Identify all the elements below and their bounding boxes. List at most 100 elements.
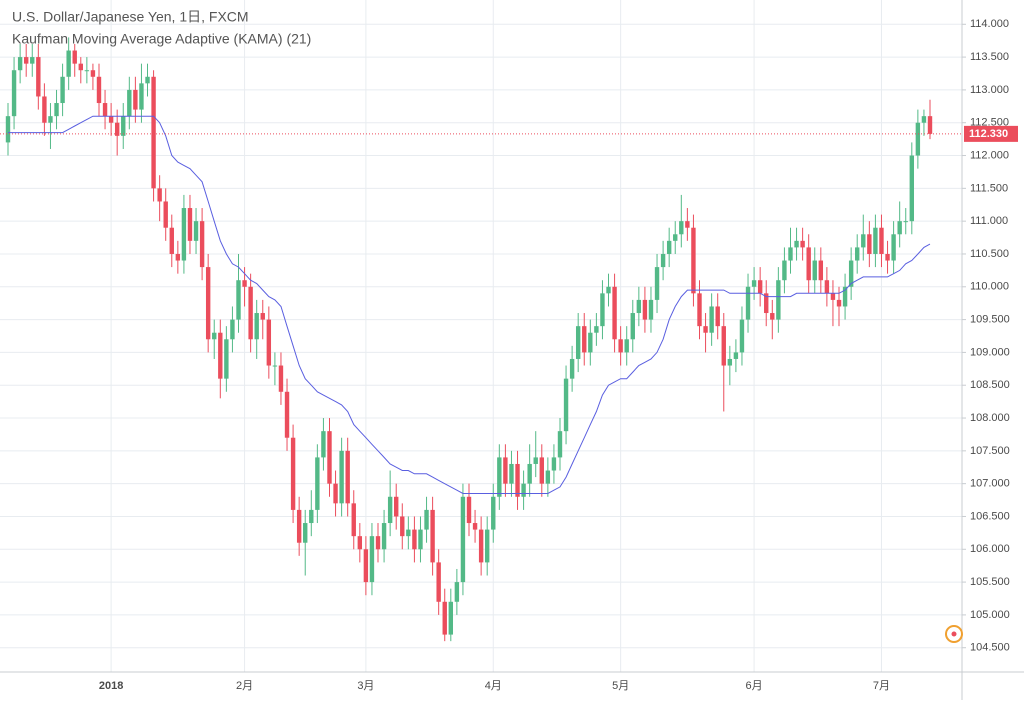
y-tick-label: 109.000 [970, 346, 1010, 358]
candle-body [563, 378, 569, 432]
candle-body [30, 57, 35, 64]
candle-body [36, 57, 41, 97]
candle-body [715, 306, 720, 327]
candle-body [114, 122, 120, 136]
candle-body [654, 267, 660, 300]
candle-body [363, 549, 369, 583]
candle-body [624, 339, 629, 353]
y-tick-label: 110.000 [970, 281, 1009, 293]
candle-body [369, 536, 375, 583]
candle-body [915, 122, 921, 156]
candle-body [236, 280, 241, 320]
y-tick-label: 104.500 [970, 642, 1010, 654]
candle-body [60, 76, 65, 104]
x-tick-label: 2月 [236, 680, 253, 692]
candle-body [745, 286, 751, 320]
candle-body [588, 332, 593, 353]
candle-body [709, 306, 714, 333]
candle-body [478, 529, 484, 563]
candle-body [284, 391, 290, 438]
candle-body [442, 601, 447, 635]
candle-body [260, 313, 265, 320]
candle-body [885, 253, 890, 261]
candle-body [151, 76, 156, 189]
candle-body [757, 280, 763, 294]
candle-body [315, 457, 320, 510]
candle-body [5, 116, 11, 143]
candle-body [575, 326, 581, 359]
candle-body [727, 358, 733, 366]
candle-body [691, 227, 696, 294]
candle-body [642, 299, 648, 320]
candle-body [606, 286, 611, 294]
candle-body [102, 103, 108, 117]
candle-body [357, 536, 363, 550]
candle-body [764, 293, 769, 314]
y-tick-label: 109.500 [970, 314, 1010, 326]
candle-body [836, 299, 842, 307]
candle-body [430, 509, 435, 563]
decor-icon-dot [951, 631, 957, 637]
candle-body [72, 50, 77, 64]
candle-body [381, 523, 387, 550]
decor-icon [945, 625, 963, 643]
y-tick-label: 107.500 [970, 445, 1010, 457]
candle-body [539, 457, 544, 484]
candle-body [503, 457, 508, 484]
candle-body [806, 247, 811, 281]
candle-body [545, 470, 551, 484]
candle-body [406, 529, 411, 537]
candle-body [824, 280, 830, 294]
candle-body [303, 523, 308, 543]
candle-body [224, 339, 229, 379]
candle-body [108, 116, 114, 123]
kama-line [8, 115, 931, 494]
candle-body [794, 240, 799, 248]
candle-body [594, 326, 599, 333]
candle-body [230, 319, 235, 340]
candle-body [272, 365, 278, 367]
candle-body [903, 221, 908, 223]
candle-body [436, 562, 441, 602]
y-tick-label: 113.500 [970, 51, 1009, 63]
candle-body [861, 234, 866, 248]
candle-body [351, 503, 356, 537]
candle-body [175, 253, 181, 261]
candle-body [636, 299, 642, 314]
y-tick-label: 112.500 [970, 117, 1009, 129]
candle-body [533, 457, 538, 464]
candle-body [418, 529, 423, 550]
candle-body [855, 247, 860, 261]
candle-body [139, 83, 144, 110]
candle-body [48, 116, 53, 123]
candle-body [673, 234, 678, 241]
y-tick-label: 108.500 [970, 379, 1010, 391]
candle-body [909, 155, 915, 222]
candle-body [121, 116, 126, 136]
y-tick-label: 110.500 [970, 248, 1009, 260]
x-tick-label: 7月 [873, 680, 890, 692]
y-tick-label: 112.000 [970, 149, 1009, 161]
candle-body [873, 227, 878, 254]
y-tick-label: 111.000 [970, 215, 1008, 227]
candle-body [424, 509, 429, 530]
candle-body [212, 332, 217, 340]
candle-body [187, 208, 193, 241]
candle-body [266, 319, 272, 366]
last-price-label: 112.330 [969, 128, 1008, 140]
candle-body [612, 286, 617, 340]
candle-body [248, 286, 253, 340]
x-tick-label: 6月 [746, 680, 763, 692]
candle-body [157, 188, 162, 202]
candle-body [721, 326, 726, 366]
y-tick-label: 108.000 [970, 412, 1010, 424]
indicator-title: Kaufman Moving Average Adaptive (KAMA) (… [12, 31, 311, 47]
candle-body [472, 523, 478, 530]
candle-body [54, 103, 59, 117]
candle-body [17, 57, 23, 71]
candle-body [666, 240, 672, 254]
candle-body [697, 293, 702, 327]
candle-body [254, 313, 259, 340]
x-tick-label: 4月 [485, 680, 502, 692]
y-tick-label: 111.500 [970, 182, 1008, 194]
